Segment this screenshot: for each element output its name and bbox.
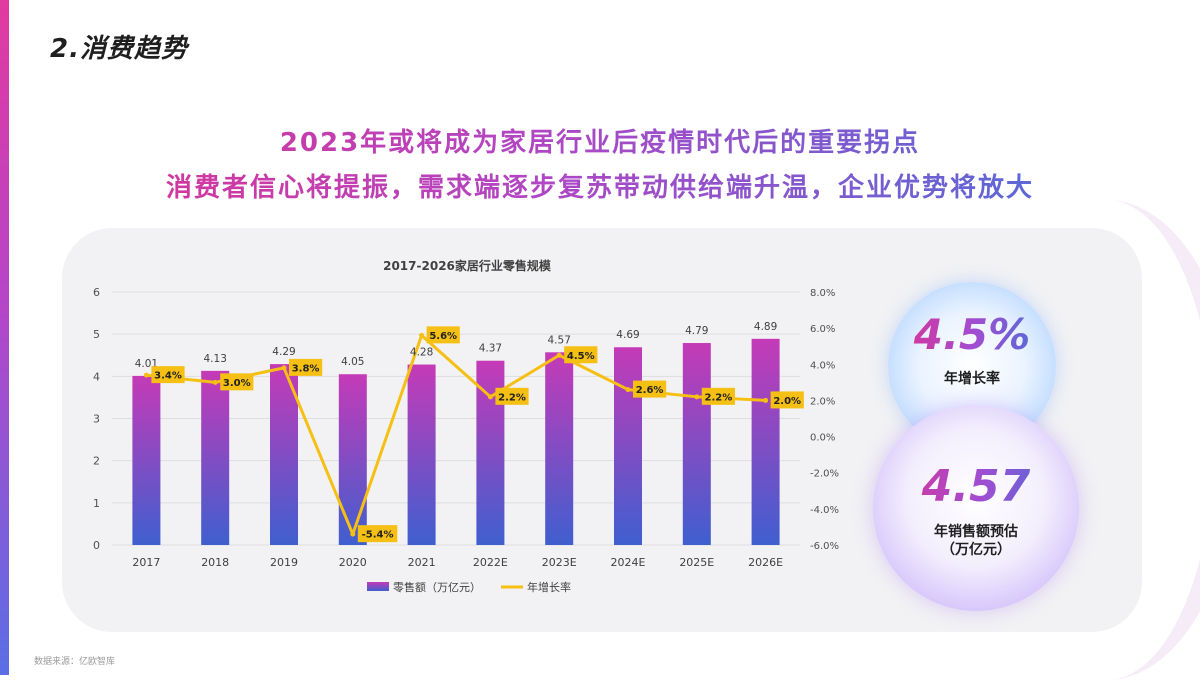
growth-value-label: 5.6% — [429, 331, 457, 342]
sales-forecast-bubble: 4.57 年销售额预估 （万亿元） — [873, 405, 1079, 611]
growth-value-label: 2.0% — [773, 396, 801, 407]
growth-value-label: 2.2% — [705, 392, 733, 403]
bar-value-label: 4.37 — [479, 343, 502, 355]
y-right-tick-label: 6.0% — [810, 324, 835, 335]
bar-value-label: 4.69 — [616, 329, 639, 341]
bar — [751, 338, 780, 545]
sales-forecast-value: 4.57 — [873, 461, 1079, 512]
growth-point — [763, 397, 769, 403]
y-left-tick-label: 3 — [93, 413, 100, 426]
growth-value-label: 2.6% — [636, 385, 664, 396]
bar — [545, 352, 574, 545]
bar — [682, 343, 711, 545]
headline-line-1: 2023年或将成为家居行业后疫情时代后的重要拐点 — [0, 122, 1200, 159]
x-tick-label: 2021 — [408, 556, 436, 569]
legend-bar-label: 零售额（万亿元） — [393, 580, 481, 594]
growth-label-box — [220, 373, 254, 391]
growth-value-label: 4.5% — [567, 351, 595, 362]
growth-point — [625, 387, 631, 393]
growth-point — [487, 394, 493, 400]
y-right-tick-label: 4.0% — [810, 360, 835, 371]
x-tick-label: 2018 — [201, 556, 229, 569]
growth-value-label: -5.4% — [362, 530, 394, 541]
growth-label-box — [633, 380, 667, 398]
growth-point — [281, 365, 287, 371]
y-left-tick-label: 1 — [93, 497, 100, 510]
bar-value-label: 4.79 — [685, 325, 708, 337]
growth-label-box — [701, 387, 735, 405]
bar-value-label: 4.13 — [204, 353, 227, 365]
growth-rate-label: 年增长率 — [944, 371, 1000, 387]
bar-value-label: 4.28 — [410, 347, 433, 359]
data-source-note: 数据来源：亿欧智库 — [34, 657, 116, 667]
growth-value-label: 3.4% — [154, 371, 182, 382]
y-right-tick-label: 8.0% — [810, 288, 835, 299]
growth-point — [143, 372, 149, 378]
bar-value-label: 4.05 — [341, 356, 364, 368]
labels-layer: 4.01 4.134.294.054.28 4.374.57 4.69 4.79 4.89… — [135, 321, 804, 543]
legend-bar-swatch — [367, 582, 389, 591]
bar-value-label: 4.89 — [754, 321, 777, 333]
growth-point — [212, 379, 218, 385]
headline-line-2: 消费者信心将提振，需求端逐步复苏带动供给端升温，企业优势将放大 — [0, 167, 1200, 204]
y-right-tick-label: 2.0% — [810, 396, 835, 407]
x-tick-label: 2026E — [748, 556, 783, 569]
growth-value-label: 3.0% — [223, 378, 251, 389]
y-right-tick-label: -6.0% — [810, 541, 839, 552]
growth-label-box — [770, 391, 804, 409]
growth-label-box — [357, 525, 398, 543]
growth-point — [694, 394, 700, 400]
x-tick-label: 2025E — [679, 556, 714, 569]
x-tick-label: 2020 — [339, 556, 367, 569]
bar — [407, 364, 436, 545]
growth-value-label: 2.2% — [498, 392, 526, 403]
growth-value-label: 3.8% — [292, 363, 320, 374]
y-left-tick-label: 4 — [93, 370, 100, 383]
y-left-tick-label: 2 — [93, 455, 100, 468]
y-right-tick-label: -4.0% — [810, 505, 839, 516]
bar — [132, 375, 161, 545]
bars-layer — [132, 338, 780, 545]
x-tick-label: 2024E — [611, 556, 646, 569]
growth-rate-value: 4.5% — [888, 310, 1056, 359]
x-tick-label: 2019 — [270, 556, 298, 569]
chart-title: 2017-2026家居行业零售规模 — [383, 258, 552, 273]
y-right-tick-label: -2.0% — [810, 469, 839, 480]
sales-forecast-label: 年销售额预估 （万亿元） — [873, 523, 1079, 559]
growth-label-box — [426, 326, 460, 344]
bar — [201, 370, 230, 545]
bar-value-label: 4.57 — [548, 334, 571, 346]
y-left-tick-label: 5 — [93, 328, 100, 341]
bar — [338, 374, 367, 545]
left-accent-bar — [0, 0, 9, 675]
sales-forecast-label-line2: （万亿元） — [941, 542, 1011, 558]
legend: 零售额（万亿元） 年增长率 — [367, 580, 571, 594]
axis-layer: 0 1 2 3 4 5 6 -6.0% -4.0% -2.0% 0.0% 2.0% 4.0% 6.0% 8.… — [93, 286, 839, 569]
sales-forecast-label-line1: 年销售额预估 — [934, 524, 1018, 540]
growth-point — [350, 531, 356, 537]
growth-line — [146, 333, 766, 536]
x-tick-label: 2022E — [473, 556, 508, 569]
bar-value-label: 4.29 — [272, 346, 295, 358]
x-tick-label: 2017 — [132, 556, 160, 569]
x-tick-label: 2023E — [542, 556, 577, 569]
y-left-tick-label: 0 — [93, 539, 100, 552]
y-left-tick-label: 6 — [93, 286, 100, 299]
growth-point — [556, 352, 562, 358]
line-layer — [143, 332, 769, 537]
growth-label-box — [495, 387, 529, 405]
y-right-tick-label: 0.0% — [810, 433, 835, 444]
growth-label-box — [289, 358, 323, 376]
growth-label-box — [564, 346, 598, 364]
legend-line-label: 年增长率 — [527, 580, 571, 594]
bar — [614, 347, 642, 545]
growth-point — [419, 332, 425, 338]
growth-label-box — [151, 366, 185, 384]
section-title: 2.消费趋势 — [50, 34, 188, 64]
